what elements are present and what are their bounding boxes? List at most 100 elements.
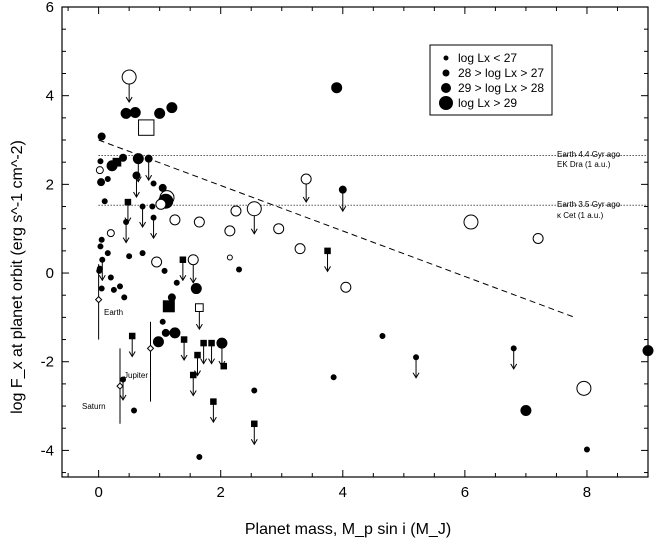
arrow-head	[200, 358, 208, 365]
data-point-square	[128, 332, 136, 340]
data-point	[132, 171, 141, 180]
data-point-square	[220, 362, 228, 370]
data-point	[331, 82, 343, 94]
data-point	[106, 229, 115, 238]
arrow-head	[122, 237, 130, 244]
data-point	[161, 267, 168, 274]
legend-label: 29 > log Lx > 28	[458, 81, 544, 95]
x-tick-label: 8	[583, 484, 591, 501]
data-point	[190, 283, 202, 295]
ref-line-2-label-bottom: κ Cet (1 a.u.)	[557, 211, 604, 220]
arrow-head	[179, 274, 187, 282]
data-point	[273, 223, 285, 235]
x-axis-title: Planet mass, M_p sin i (M_J)	[245, 521, 451, 538]
data-point-square	[162, 300, 175, 313]
arrow-head	[208, 358, 215, 365]
data-point	[144, 154, 153, 163]
data-point	[187, 254, 199, 266]
data-point	[294, 243, 306, 255]
data-point	[224, 225, 236, 237]
data-point	[104, 250, 111, 257]
data-point	[246, 201, 262, 217]
data-point	[139, 203, 146, 210]
data-point	[196, 454, 203, 461]
solar-point-jupiter	[146, 344, 155, 353]
data-point	[97, 178, 106, 187]
arrow-head	[139, 221, 147, 229]
legend-label: 28 > log Lx > 27	[458, 66, 544, 80]
data-point	[120, 107, 132, 119]
data-point	[576, 380, 592, 396]
data-point	[149, 203, 156, 210]
data-point	[132, 153, 144, 165]
arrow-head	[189, 277, 197, 284]
data-point	[97, 132, 106, 141]
legend-label: log Lx > 29	[458, 96, 517, 110]
data-point	[413, 354, 420, 361]
data-point	[119, 153, 128, 162]
arrow-head	[180, 354, 188, 362]
data-point	[139, 250, 146, 257]
annotation-jupiter: Jupiter	[124, 371, 148, 380]
ref-line-1-label-bottom: EK Dra (1 a.u.)	[557, 160, 611, 169]
y-axis-title: log F_x at planet orbit (erg s^-1 cm^-2)	[9, 140, 26, 414]
y-tick-label: 2	[46, 176, 54, 193]
data-point-square	[194, 351, 201, 359]
data-point	[300, 173, 312, 185]
data-point	[97, 158, 104, 165]
annotation-saturn: Saturn	[82, 402, 106, 411]
data-point	[330, 374, 337, 381]
y-tick-label: 4	[46, 88, 54, 105]
data-point	[129, 107, 141, 119]
arrow-head	[145, 174, 153, 182]
arrow-head	[128, 351, 136, 358]
data-point-square	[179, 256, 187, 263]
data-point-square	[194, 303, 204, 312]
data-point	[166, 102, 178, 114]
data-point	[97, 243, 104, 250]
annotation-earth: Earth	[104, 308, 123, 317]
data-point-square	[210, 398, 217, 405]
data-point	[193, 216, 205, 228]
legend-marker	[439, 96, 453, 110]
arrow-head	[209, 416, 217, 424]
data-point	[230, 205, 242, 217]
data-point	[158, 183, 167, 192]
data-point	[99, 256, 106, 263]
trend-line	[98, 139, 575, 318]
data-point-square	[189, 371, 197, 379]
data-point	[116, 283, 123, 290]
data-point-square	[200, 339, 207, 347]
data-point-square	[124, 198, 132, 206]
data-point-square	[251, 420, 258, 428]
arrow-head	[339, 205, 347, 213]
data-point	[463, 214, 479, 230]
arrow-head	[412, 372, 420, 379]
data-point	[123, 219, 130, 226]
data-point	[338, 185, 347, 194]
solar-point-saturn	[116, 382, 124, 390]
legend-label: log Lx < 27	[458, 51, 517, 65]
data-point	[159, 318, 166, 325]
arrow-head	[189, 390, 197, 397]
data-point	[98, 285, 105, 292]
data-point	[161, 328, 170, 337]
y-tick-label: 6	[46, 0, 54, 16]
data-point-square	[324, 247, 331, 255]
solar-point-earth	[94, 295, 103, 304]
data-point	[121, 69, 137, 85]
arrow-head	[150, 232, 157, 240]
arrow-head	[133, 191, 140, 198]
data-point	[169, 327, 181, 339]
data-point	[154, 107, 166, 119]
data-point-square	[180, 336, 188, 343]
plot-frame	[61, 6, 649, 478]
reference-line-labels: Earth 4.4 Gyr ago EK Dra (1 a.u.) Earth …	[557, 150, 621, 220]
data-point	[155, 198, 167, 210]
data-point	[216, 337, 228, 349]
arrow-head	[302, 196, 310, 204]
data-point	[167, 293, 176, 302]
arrow-head	[98, 274, 106, 282]
